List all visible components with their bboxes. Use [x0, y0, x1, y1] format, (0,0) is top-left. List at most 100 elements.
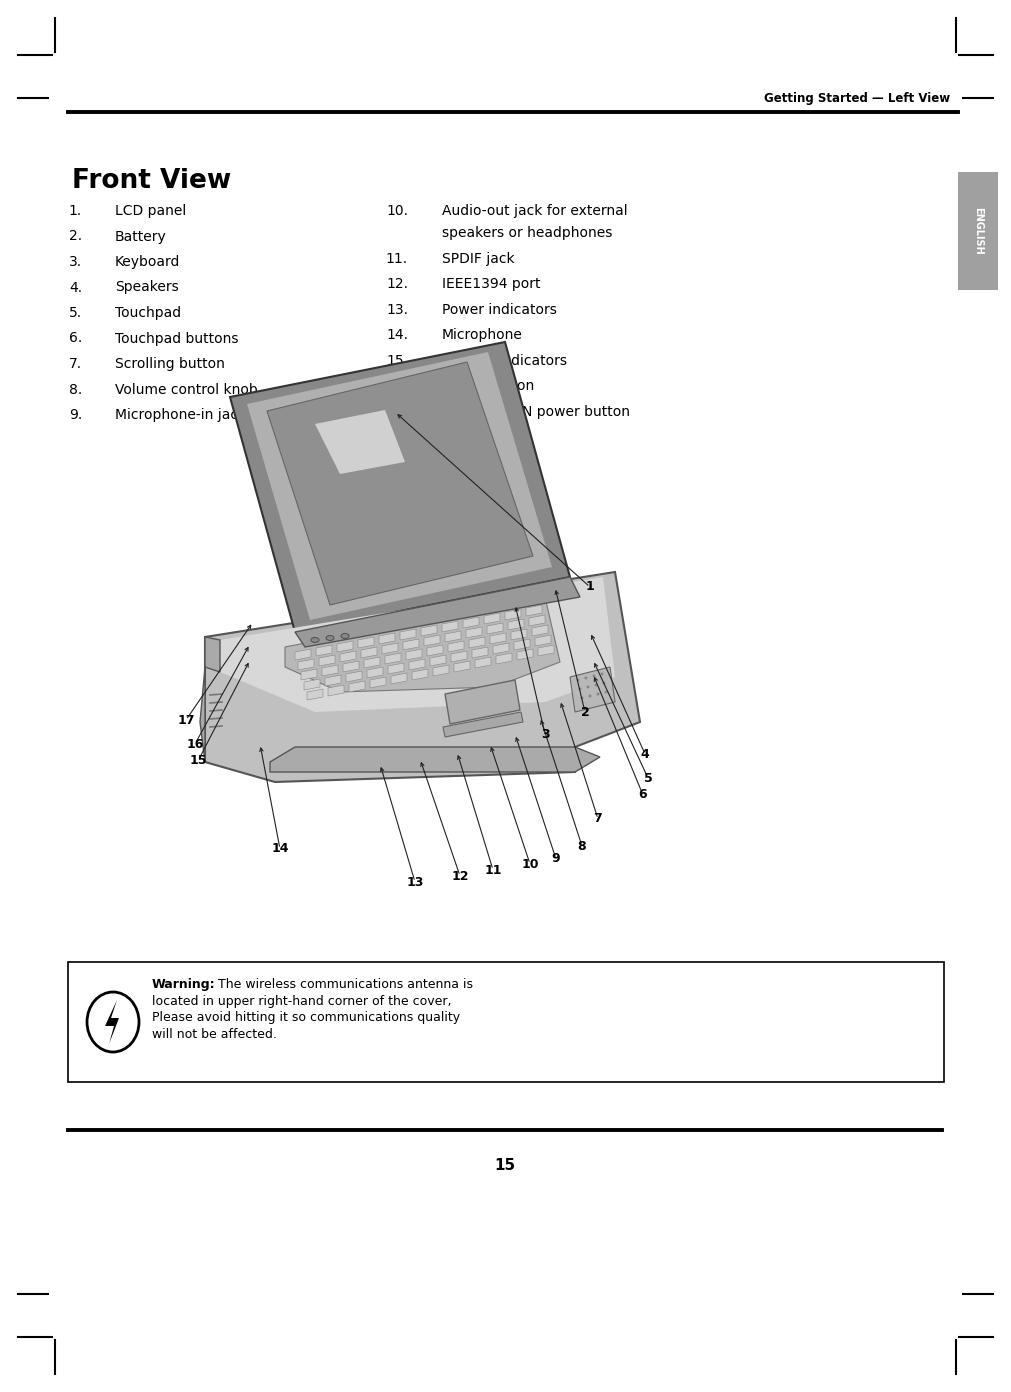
Text: 17: 17	[177, 714, 195, 727]
Polygon shape	[472, 647, 488, 658]
Polygon shape	[301, 670, 317, 681]
Polygon shape	[388, 663, 404, 674]
Text: 6: 6	[639, 788, 647, 802]
Text: 9: 9	[552, 852, 560, 866]
Text: will not be affected.: will not be affected.	[152, 1027, 277, 1040]
Text: 14.: 14.	[386, 329, 408, 342]
FancyBboxPatch shape	[68, 962, 944, 1082]
Polygon shape	[337, 640, 353, 651]
Text: 3: 3	[541, 728, 549, 741]
Text: 4: 4	[641, 748, 649, 760]
Polygon shape	[229, 342, 570, 632]
Text: SPDIF jack: SPDIF jack	[442, 252, 515, 266]
Circle shape	[586, 685, 589, 689]
Text: Audio-out jack for external: Audio-out jack for external	[442, 205, 628, 219]
Text: Warning:: Warning:	[152, 979, 215, 991]
Polygon shape	[270, 748, 600, 773]
Polygon shape	[487, 624, 503, 633]
Text: Wireless LAN power button: Wireless LAN power button	[442, 405, 630, 419]
Text: Microphone-in jack: Microphone-in jack	[115, 408, 246, 422]
Text: 17.: 17.	[386, 405, 408, 419]
Polygon shape	[421, 625, 437, 636]
Text: Power indicators: Power indicators	[442, 303, 557, 317]
Polygon shape	[382, 643, 398, 654]
Text: 6.: 6.	[69, 331, 82, 345]
Polygon shape	[340, 651, 356, 663]
Circle shape	[580, 696, 583, 700]
Polygon shape	[484, 612, 500, 624]
Polygon shape	[514, 639, 530, 650]
Text: ENGLISH: ENGLISH	[973, 207, 983, 255]
Text: Scrolling button: Scrolling button	[115, 356, 224, 372]
Text: 9.: 9.	[69, 408, 82, 422]
Text: 8.: 8.	[69, 383, 82, 397]
Polygon shape	[285, 597, 560, 692]
Text: Battery: Battery	[115, 230, 167, 244]
Text: 12: 12	[451, 870, 469, 883]
Polygon shape	[427, 644, 443, 656]
Text: The wireless communications antenna is: The wireless communications antenna is	[214, 979, 473, 991]
Polygon shape	[220, 578, 615, 711]
Text: 1: 1	[585, 580, 594, 593]
Text: 16.: 16.	[386, 380, 408, 394]
Polygon shape	[267, 362, 533, 606]
Circle shape	[603, 682, 606, 685]
Circle shape	[596, 692, 600, 696]
Text: 5: 5	[644, 771, 652, 785]
Text: 11: 11	[484, 863, 501, 877]
Polygon shape	[328, 685, 344, 696]
Text: 8: 8	[577, 839, 586, 852]
Text: Please avoid hitting it so communications quality: Please avoid hitting it so communication…	[152, 1011, 460, 1025]
Text: 15.: 15.	[386, 354, 408, 367]
Text: 13: 13	[406, 876, 424, 888]
Polygon shape	[490, 633, 506, 644]
Polygon shape	[511, 629, 527, 640]
Text: Touchpad: Touchpad	[115, 306, 181, 320]
Text: 2: 2	[580, 706, 589, 718]
Polygon shape	[319, 656, 335, 665]
Circle shape	[584, 677, 587, 679]
Text: 10.: 10.	[386, 205, 408, 219]
Polygon shape	[535, 635, 551, 646]
Circle shape	[576, 678, 579, 682]
Text: 2.: 2.	[69, 230, 82, 244]
Ellipse shape	[341, 633, 349, 639]
Polygon shape	[475, 657, 491, 668]
Polygon shape	[445, 681, 520, 724]
Text: 3.: 3.	[69, 255, 82, 269]
Polygon shape	[385, 653, 401, 664]
Polygon shape	[463, 617, 479, 628]
Ellipse shape	[326, 636, 334, 640]
Polygon shape	[532, 625, 548, 636]
Text: 15: 15	[494, 1158, 516, 1173]
Text: 15: 15	[189, 754, 207, 767]
Text: 7.: 7.	[69, 356, 82, 372]
Polygon shape	[105, 999, 119, 1044]
Ellipse shape	[87, 992, 139, 1052]
Polygon shape	[570, 667, 615, 711]
Polygon shape	[496, 653, 512, 664]
Polygon shape	[424, 635, 440, 646]
Text: Keyboard: Keyboard	[115, 255, 180, 269]
Text: 10: 10	[522, 857, 539, 870]
Text: Touchpad buttons: Touchpad buttons	[115, 331, 239, 345]
Polygon shape	[370, 677, 386, 688]
Text: 1.: 1.	[69, 205, 82, 219]
Text: located in upper right-hand corner of the cover,: located in upper right-hand corner of th…	[152, 994, 452, 1008]
Text: speakers or headphones: speakers or headphones	[442, 227, 613, 241]
Polygon shape	[367, 667, 383, 678]
Polygon shape	[315, 411, 405, 475]
Polygon shape	[538, 644, 554, 656]
Polygon shape	[361, 647, 377, 658]
Circle shape	[601, 672, 604, 675]
Text: 4.: 4.	[69, 281, 82, 295]
Text: Power button: Power button	[442, 380, 534, 394]
Text: Microphone: Microphone	[442, 329, 523, 342]
Polygon shape	[346, 671, 362, 682]
Polygon shape	[304, 679, 320, 690]
Polygon shape	[493, 643, 509, 654]
Text: LCD panel: LCD panel	[115, 205, 186, 219]
Polygon shape	[445, 631, 461, 642]
Polygon shape	[295, 578, 580, 647]
Circle shape	[592, 675, 595, 678]
